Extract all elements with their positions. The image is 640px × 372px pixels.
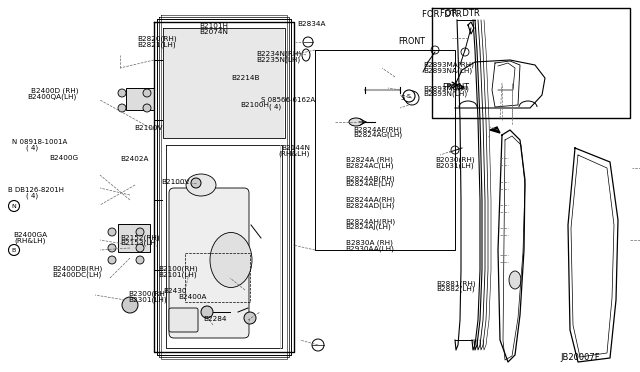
Circle shape [136,228,144,236]
Text: B2930AA(LH): B2930AA(LH) [346,245,394,252]
Text: B2400A: B2400A [178,294,207,300]
Circle shape [244,312,256,324]
Text: B2152(RH): B2152(RH) [120,234,160,241]
Text: B2400G: B2400G [49,155,79,161]
Text: B2893MA(RH): B2893MA(RH) [424,62,474,68]
Ellipse shape [186,174,216,196]
Text: B2402A: B2402A [120,156,149,162]
Circle shape [8,201,19,212]
Text: FOR. DTR: FOR. DTR [422,10,462,19]
Circle shape [191,178,201,188]
Text: B2100V: B2100V [161,179,190,185]
Circle shape [118,104,126,112]
FancyBboxPatch shape [169,308,198,332]
Text: B2400GA: B2400GA [13,232,47,238]
Text: B2824AA(RH): B2824AA(RH) [346,197,396,203]
Text: FRONT: FRONT [399,37,426,46]
Text: B2830A (RH): B2830A (RH) [346,240,392,246]
FancyBboxPatch shape [169,188,249,338]
Text: N: N [12,203,17,208]
Ellipse shape [509,271,521,289]
Ellipse shape [210,232,252,288]
Circle shape [431,46,439,54]
Text: B2400QA(LH): B2400QA(LH) [27,93,76,100]
Circle shape [118,89,126,97]
Text: FRONT: FRONT [442,83,469,92]
Text: B2400DC(LH): B2400DC(LH) [52,271,102,278]
Circle shape [136,256,144,264]
Text: (RH&LH): (RH&LH) [278,151,310,157]
Text: B2824AJ(LH): B2824AJ(LH) [346,224,391,230]
Text: B2882(LH): B2882(LH) [436,286,475,292]
Text: B2400D (RH): B2400D (RH) [31,88,78,94]
Circle shape [143,104,151,112]
Text: B2101H: B2101H [200,23,228,29]
Text: B2235N(LH): B2235N(LH) [256,56,300,63]
Text: B2824AG(LH): B2824AG(LH) [353,132,403,138]
Text: S 08566-6162A: S 08566-6162A [261,97,316,103]
Circle shape [108,244,116,252]
Bar [118,224,150,252]
Circle shape [451,146,459,154]
Circle shape [312,339,324,351]
Text: B2824AC(LH): B2824AC(LH) [346,162,394,169]
Text: S: S [407,93,411,99]
Text: B2100V: B2100V [134,125,163,131]
Bar [126,88,154,110]
Text: N 08918-1001A: N 08918-1001A [12,139,67,145]
Circle shape [303,37,313,47]
Text: B2881(RH): B2881(RH) [436,280,476,287]
Polygon shape [490,127,500,133]
Text: B2893M(RH): B2893M(RH) [424,85,470,92]
Text: B2893N(LH): B2893N(LH) [424,91,468,97]
Text: B2824AD(LH): B2824AD(LH) [346,202,395,209]
Ellipse shape [302,49,310,61]
Text: JB20007F: JB20007F [560,353,600,362]
Text: B2400DB(RH): B2400DB(RH) [52,265,103,272]
Text: B2100(RH): B2100(RH) [159,265,198,272]
Text: S: S [401,95,405,101]
Text: B: B [12,247,16,253]
Ellipse shape [349,118,363,126]
Text: ( 4): ( 4) [26,145,38,151]
Text: B2101(LH): B2101(LH) [159,271,197,278]
Text: B2144N: B2144N [282,145,310,151]
Circle shape [461,48,469,56]
Text: B2234N(RH): B2234N(RH) [256,51,301,57]
FancyBboxPatch shape [164,29,284,138]
Circle shape [143,89,151,97]
Text: B DB126-8201H: B DB126-8201H [8,187,64,193]
Circle shape [108,256,116,264]
Circle shape [136,244,144,252]
Circle shape [108,228,116,236]
Circle shape [122,297,138,313]
Text: B2824A (RH): B2824A (RH) [346,157,392,163]
Text: B2300(RH): B2300(RH) [128,291,168,297]
Text: B2030(RH): B2030(RH) [435,157,475,163]
Text: B2821(LH): B2821(LH) [138,41,176,48]
Circle shape [201,306,213,318]
Text: B2820(RH): B2820(RH) [138,36,177,42]
Text: B2301(LH): B2301(LH) [128,296,166,303]
Text: ( 4): ( 4) [26,192,38,199]
Text: B2893NA(LH): B2893NA(LH) [424,67,473,74]
Text: B2074N: B2074N [200,29,228,35]
Text: B2834A: B2834A [298,21,326,27]
Text: B2824AF(RH): B2824AF(RH) [353,126,402,133]
Text: B2031(LH): B2031(LH) [435,162,474,169]
Text: B2100H: B2100H [240,102,269,108]
Text: B2153(LH): B2153(LH) [120,240,159,246]
Circle shape [405,91,419,105]
Text: (RH&LH): (RH&LH) [14,238,45,244]
Text: B2824AH(RH): B2824AH(RH) [346,218,396,225]
Text: B2430: B2430 [163,288,187,294]
Text: B2284: B2284 [204,316,227,322]
Circle shape [8,244,19,256]
Circle shape [403,90,415,102]
Text: B2824AB(RH): B2824AB(RH) [346,175,396,182]
Text: B2214B: B2214B [232,75,260,81]
Text: B2824AE(LH): B2824AE(LH) [346,181,394,187]
Text: ( 4): ( 4) [269,103,281,110]
Text: FOR. DTR: FOR. DTR [440,10,480,19]
